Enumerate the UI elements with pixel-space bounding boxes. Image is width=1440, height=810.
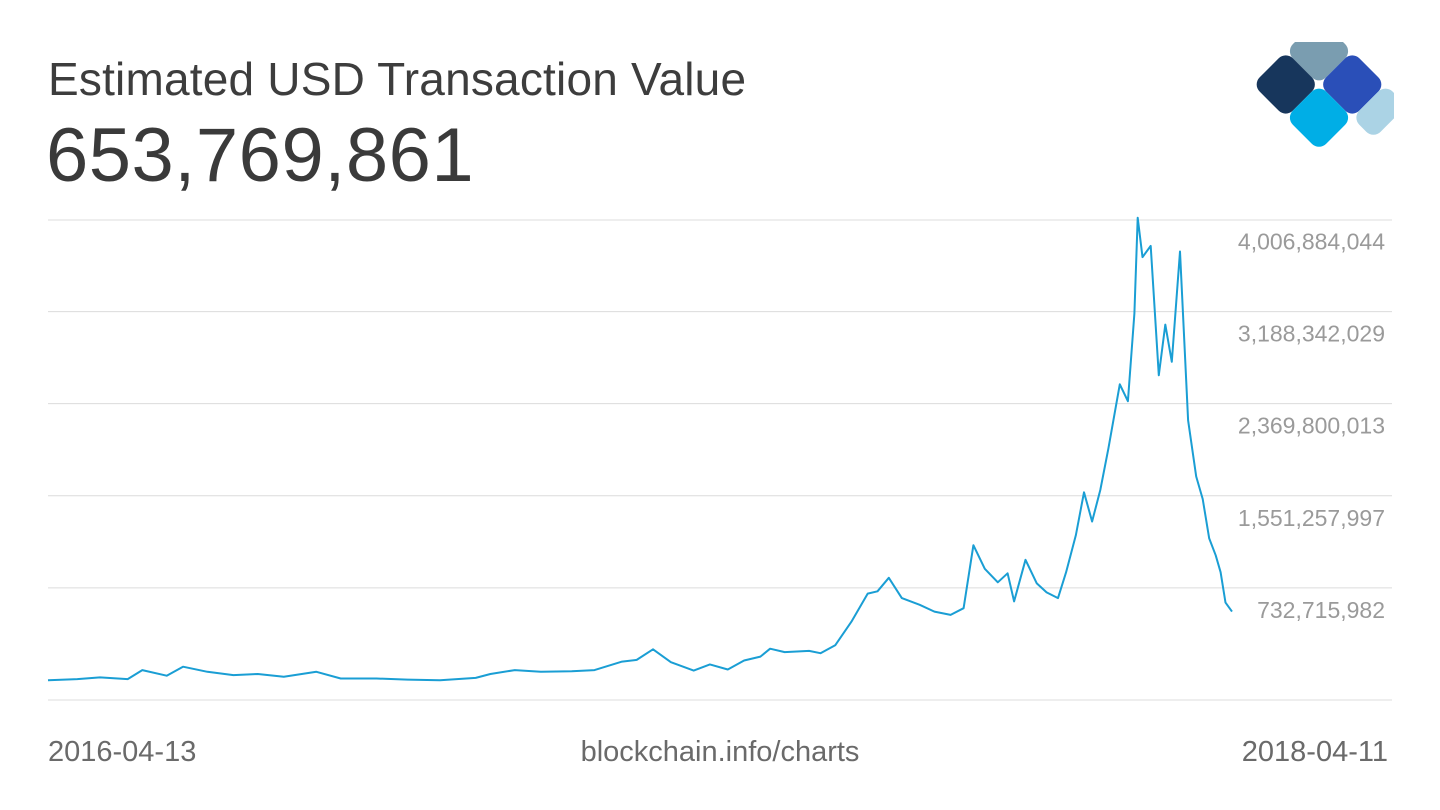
y-tick-label: 1,551,257,997 xyxy=(1238,505,1385,531)
y-tick-label: 2,369,800,013 xyxy=(1238,413,1385,439)
y-tick-labels: 732,715,982 1,551,257,997 2,369,800,013 3,1… xyxy=(1238,228,1385,622)
logo-tile-bottom xyxy=(1289,88,1349,147)
x-end-label: 2018-04-11 xyxy=(1241,736,1388,768)
logo-tile-top xyxy=(1289,42,1349,81)
series-line xyxy=(47,216,1233,682)
logo-tile-edge xyxy=(1356,88,1394,135)
x-start-label: 2016-04-13 xyxy=(48,736,197,768)
current-value: 653,769,861 xyxy=(46,113,475,198)
logo-tile-right xyxy=(1323,55,1382,114)
blockchain-logo-icon xyxy=(1256,42,1394,147)
y-tick-label: 4,006,884,044 xyxy=(1238,228,1385,254)
y-tick-label: 3,188,342,029 xyxy=(1238,321,1385,347)
gridlines xyxy=(48,219,1392,701)
y-tick-label: 732,715,982 xyxy=(1257,597,1385,623)
logo-tile-left xyxy=(1256,55,1315,114)
source-link[interactable]: blockchain.info/charts xyxy=(580,736,860,768)
chart-title: Estimated USD Transaction Value xyxy=(48,53,747,105)
